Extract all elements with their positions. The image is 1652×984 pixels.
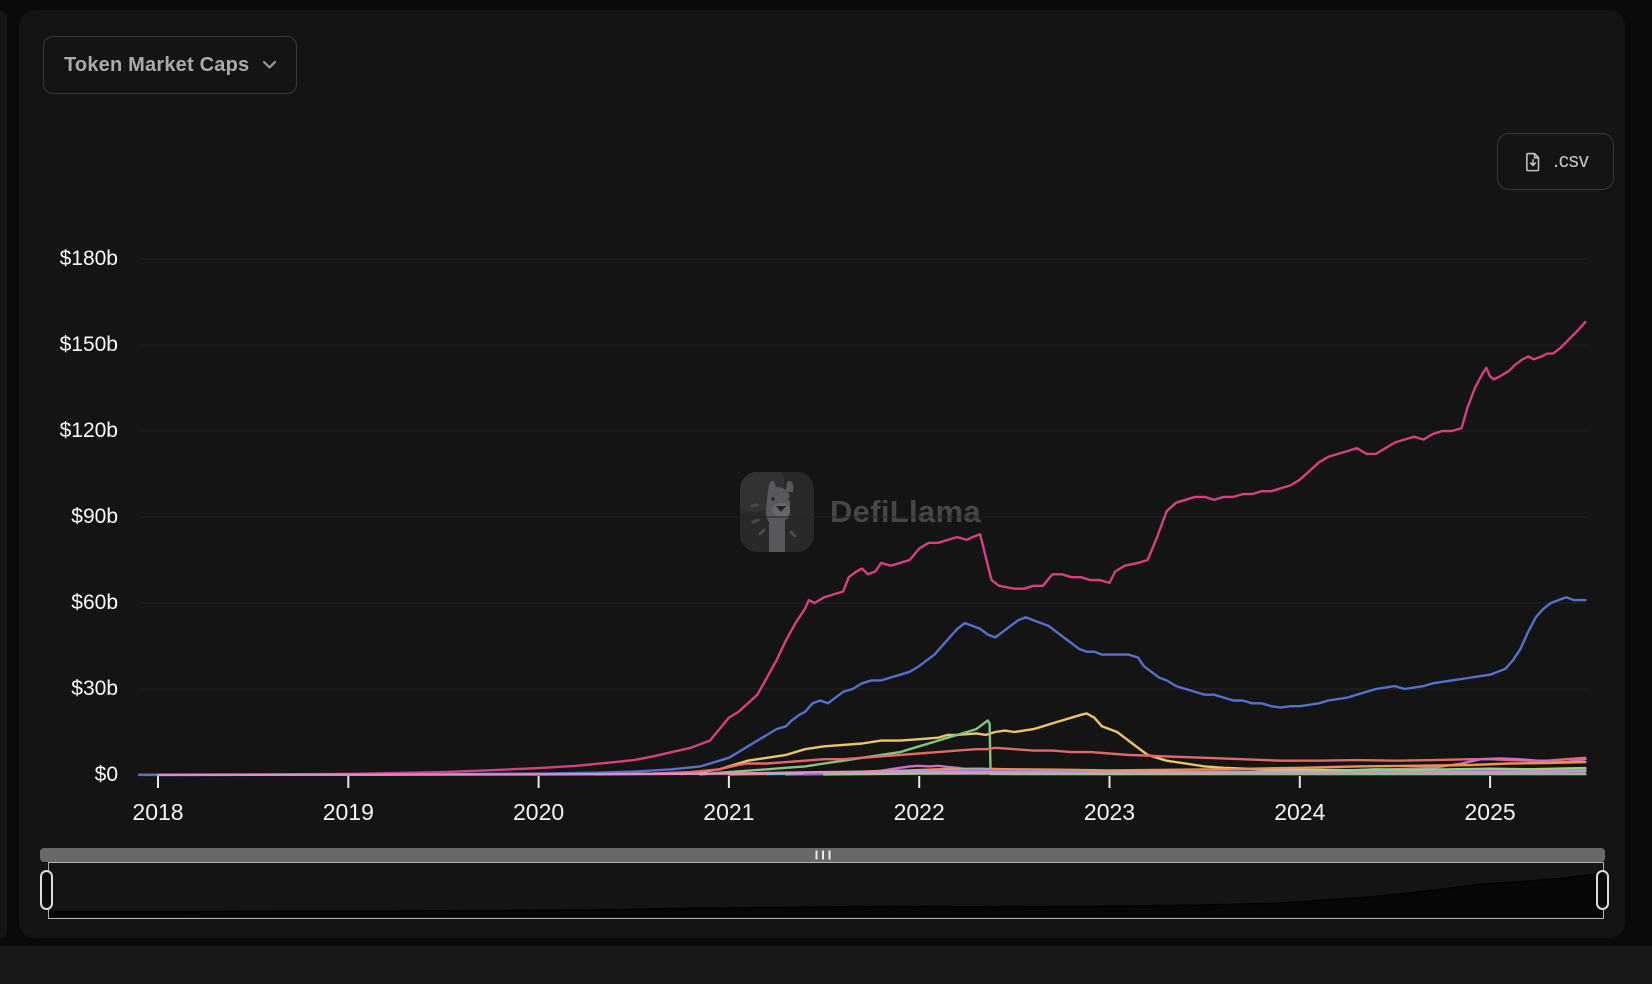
next-section-panel bbox=[0, 946, 1652, 984]
csv-label: .csv bbox=[1553, 150, 1589, 172]
datazoom-window[interactable] bbox=[48, 862, 1604, 919]
x-axis-label: 2019 bbox=[322, 799, 374, 825]
x-axis-label: 2020 bbox=[513, 799, 565, 825]
defillama-logo-icon bbox=[740, 472, 814, 552]
chart-panel: DefiLlama $0 $30b $60b $90b $120b $150b $180b … bbox=[19, 10, 1625, 938]
adjacent-panel-edge bbox=[0, 10, 7, 938]
datazoom-scrollbar[interactable] bbox=[40, 848, 1605, 862]
minimap-area bbox=[49, 873, 1602, 917]
series-line-red bbox=[594, 746, 1587, 776]
series-line-orange bbox=[727, 760, 1587, 776]
y-axis-label: $0 bbox=[94, 763, 118, 786]
datazoom-minimap bbox=[49, 873, 1602, 917]
y-axis-label: $30b bbox=[71, 677, 118, 700]
defillama-watermark: DefiLlama bbox=[740, 472, 981, 552]
chart-type-dropdown[interactable]: Token Market Caps bbox=[43, 36, 298, 94]
series-line-blue bbox=[137, 596, 1587, 777]
defillama-brand-text: DefiLlama bbox=[830, 494, 981, 529]
x-axis-label: 2025 bbox=[1464, 799, 1516, 825]
series-line-teal bbox=[765, 768, 1587, 776]
y-axis-label: $90b bbox=[71, 504, 118, 528]
x-axis-label: 2022 bbox=[893, 799, 945, 825]
y-axis-label: $150b bbox=[59, 332, 118, 356]
series-line-violet bbox=[784, 757, 1587, 776]
datazoom-left-handle[interactable] bbox=[40, 870, 53, 910]
series-line-light-green bbox=[822, 766, 1587, 776]
series-line-purple bbox=[803, 767, 1587, 776]
series-line-light-pink bbox=[156, 770, 1587, 777]
x-axis-label: 2023 bbox=[1083, 799, 1136, 825]
download-csv-button[interactable]: .csv bbox=[1497, 133, 1614, 190]
x-axis-label: 2018 bbox=[132, 799, 184, 825]
series-line-green bbox=[699, 719, 1587, 776]
x-axis-label: 2024 bbox=[1274, 799, 1326, 825]
csv-download-icon bbox=[1526, 152, 1540, 171]
datazoom-right-handle[interactable] bbox=[1596, 870, 1609, 910]
chevron-down-icon bbox=[263, 61, 277, 69]
drag-grip-icon[interactable] bbox=[815, 850, 830, 860]
x-axis-label: 2021 bbox=[703, 799, 755, 825]
y-axis-label: $120b bbox=[59, 418, 118, 442]
chart-type-label: Token Market Caps bbox=[64, 53, 250, 76]
y-axis-label: $60b bbox=[71, 591, 118, 614]
y-axis-label: $180b bbox=[59, 246, 118, 270]
series-line-yellow bbox=[680, 712, 1587, 776]
